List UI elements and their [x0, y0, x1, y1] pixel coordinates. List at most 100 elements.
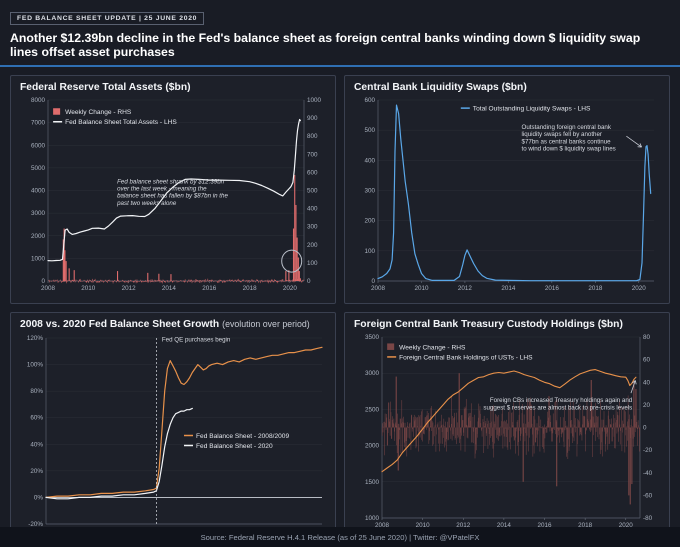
y-axis-right-label: 40: [643, 379, 651, 386]
x-axis-label: 2014: [497, 522, 512, 529]
y-axis-left-label: 400: [364, 157, 375, 164]
series-line: [47, 118, 301, 262]
panel-balance-sheet-growth: 2008 vs. 2020 Fed Balance Sheet Growth (e…: [10, 312, 336, 541]
y-axis-right-label: -80: [643, 515, 653, 522]
y-axis-left-label: 0: [41, 278, 45, 285]
panel-title-text: 2008 vs. 2020 Fed Balance Sheet Growth: [20, 319, 220, 330]
panel-treasury-custody-holdings: Foreign Central Bank Treasury Custody Ho…: [344, 312, 670, 541]
x-axis-label: 2008: [371, 285, 386, 292]
x-axis-label: 2010: [416, 522, 431, 529]
y-axis-right-label: 80: [643, 334, 651, 341]
chart-liquidity-swaps: 0 100 200 300 400 500 600 2008 2010 2012 2014 2016 2…: [364, 97, 654, 292]
annotation-text: to wind down $ liquidity swap lines: [522, 146, 616, 153]
y-axis-left-label: 300: [364, 188, 375, 195]
y-axis-right-label: 800: [307, 133, 318, 140]
x-axis-label: 2018: [578, 522, 593, 529]
y-axis-left-label: 40%: [30, 441, 43, 448]
y-axis-left-label: -20%: [28, 521, 43, 528]
x-axis-label: 2014: [501, 285, 516, 292]
panel-title-liquidity-swaps: Central Bank Liquidity Swaps ($bn): [354, 82, 665, 93]
legend-label: Weekly Change - RHS: [399, 344, 466, 351]
panel-title-fed-total-assets: Federal Reserve Total Assets ($bn): [20, 82, 331, 93]
panel-title-balance-sheet-growth: 2008 vs. 2020 Fed Balance Sheet Growth (e…: [20, 319, 331, 330]
y-axis-left-label: 6000: [31, 142, 46, 149]
x-axis-label: 2012: [458, 285, 473, 292]
annotation-arrowhead: [639, 143, 642, 148]
x-axis-label: 2018: [588, 285, 603, 292]
series-line: [381, 369, 637, 473]
y-axis-left-label: 1500: [365, 479, 380, 486]
annotation-arrow: [626, 135, 642, 148]
y-axis-right-label: -60: [643, 492, 653, 499]
y-axis-left-label: 3000: [31, 210, 46, 217]
legend-label: Weekly Change - RHS: [65, 109, 132, 116]
x-axis-label: 2010: [414, 285, 429, 292]
headline: Another $12.39bn decline in the Fed's ba…: [10, 31, 641, 59]
y-axis-left-label: 3000: [365, 370, 380, 377]
y-axis-left-label: 2500: [365, 406, 380, 413]
y-axis-right-label: 400: [307, 206, 318, 213]
y-axis-right-label: 0: [643, 425, 647, 432]
y-axis-left-label: 20%: [30, 468, 43, 475]
annotation-text: past two weeks alone: [116, 200, 177, 207]
annotation-text: Foreign CBs increased Treasury holdings …: [490, 397, 633, 404]
x-axis-label: 2018: [243, 285, 258, 292]
y-axis-left-label: 7000: [31, 120, 46, 127]
source-text: Source: Federal Reserve H.4.1 Release (a…: [200, 532, 480, 542]
chart-treasury-custody-holdings: 1000 1500 2000 2500 3000 3500 -80 -60 -40 -20 0 20 4…: [365, 334, 653, 529]
y-axis-left-label: 2000: [31, 233, 46, 240]
annotation-arrowhead: [634, 380, 637, 385]
series-line: [45, 346, 323, 498]
y-axis-left-label: 120%: [27, 335, 44, 342]
y-axis-right-label: 700: [307, 151, 318, 158]
update-badge: FED BALANCE SHEET UPDATE | 25 JUNE 2020: [10, 12, 205, 25]
y-axis-left-label: 1000: [31, 255, 46, 262]
x-axis-label: 2014: [162, 285, 177, 292]
x-axis-label: 2010: [81, 285, 96, 292]
y-axis-right-label: 300: [307, 224, 318, 231]
annotation-text: liquidity swaps fell by another: [522, 131, 602, 138]
y-axis-left-label: 0: [371, 278, 375, 285]
y-axis-right-label: 0: [307, 278, 311, 285]
legend-swatch: [53, 108, 61, 115]
series-line: [377, 104, 652, 282]
panel-title-treasury-custody-holdings: Foreign Central Bank Treasury Custody Ho…: [354, 319, 665, 330]
y-axis-left-label: 100%: [27, 362, 44, 369]
source-footer: Source: Federal Reserve H.4.1 Release (a…: [0, 527, 680, 547]
x-axis-label: 2016: [545, 285, 560, 292]
legend-label: Fed Balance Sheet Total Assets - LHS: [65, 119, 177, 126]
annotation-text: $77bn as central banks continue: [522, 138, 612, 145]
y-axis-right-label: -20: [643, 447, 653, 454]
y-axis-left-label: 80%: [30, 388, 43, 395]
x-axis-label: 2012: [456, 522, 471, 529]
x-axis-label: 2020: [619, 522, 634, 529]
annotation-text: suggest $ reserves are almost back to pr…: [483, 404, 632, 411]
annotation-arrow: [630, 380, 636, 394]
panel-title-text: Central Bank Liquidity Swaps ($bn): [354, 82, 527, 93]
y-axis-left-label: 2000: [365, 443, 380, 450]
legend-swatch: [387, 343, 395, 350]
x-axis-label: 2020: [632, 285, 647, 292]
annotation-text: balance sheet has fallen by $87bn in the: [117, 193, 228, 200]
chart-balance-sheet-growth: -20% 0% 20% 40% 60% 80% 100% 120% Fed QE purchas…: [27, 335, 323, 528]
y-axis-left-label: 600: [364, 97, 375, 104]
y-axis-left-label: 3500: [365, 334, 380, 341]
x-axis-label: 2008: [41, 285, 56, 292]
x-axis-label: 2008: [375, 522, 390, 529]
y-axis-left-label: 5000: [31, 165, 46, 172]
legend-label: Foreign Central Bank Holdings of USTs - …: [399, 354, 533, 361]
y-axis-right-label: 500: [307, 188, 318, 195]
x-axis-label: 2016: [538, 522, 553, 529]
panel-title-text: Foreign Central Bank Treasury Custody Ho…: [354, 319, 623, 330]
y-axis-right-label: 100: [307, 260, 318, 267]
header: FED BALANCE SHEET UPDATE | 25 JUNE 2020 …: [0, 0, 680, 67]
y-axis-left-label: 4000: [31, 188, 46, 195]
y-axis-left-label: 1000: [365, 515, 380, 522]
panel-fed-total-assets: Federal Reserve Total Assets ($bn) 0 1000…: [10, 75, 336, 304]
annotation-circle: [281, 249, 303, 273]
legend-label: Total Outstanding Liquidity Swaps - LHS: [473, 106, 591, 113]
annotation-text: over the last week - meaning the: [117, 185, 207, 192]
y-axis-right-label: 60: [643, 357, 651, 364]
annotation-text: Fed balance sheet shrank by $12.39bn: [117, 178, 225, 185]
